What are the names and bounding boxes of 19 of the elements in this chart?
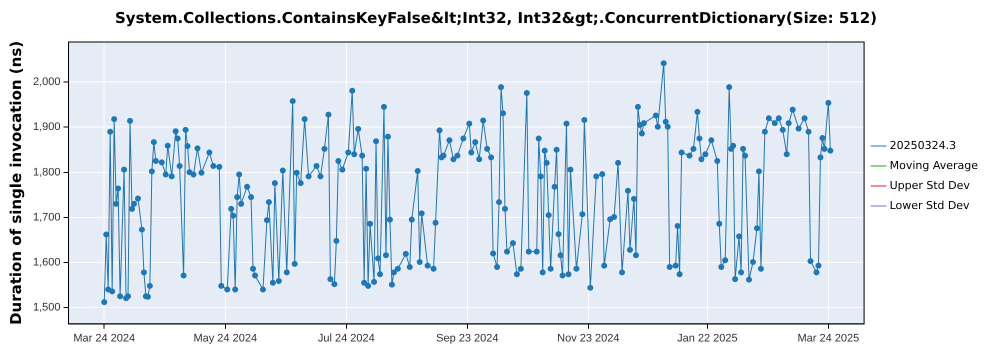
x-tick-label: May 24 2024 <box>193 332 258 344</box>
y-tick-label: 1,700 <box>32 211 61 224</box>
legend-label: Lower Std Dev <box>890 198 970 212</box>
x-tick-label: Mar 24 2025 <box>798 332 860 344</box>
y-axis-title: Duration of single invocation (ns) <box>6 40 25 325</box>
legend-label: Upper Std Dev <box>890 178 970 192</box>
x-tick-label: Mar 24 2024 <box>73 332 136 344</box>
y-tick-label: 1,500 <box>32 302 61 314</box>
legend-label: 20250324.3 <box>890 138 956 152</box>
y-tick-label: 1,900 <box>32 121 61 134</box>
x-tick-label: Nov 23 2024 <box>557 332 620 344</box>
y-tick-label: 2,000 <box>32 76 61 88</box>
legend-label: Moving Average <box>890 158 978 172</box>
x-tick-label: Sep 23 2024 <box>436 332 498 344</box>
y-tick-label: 1,800 <box>32 166 61 178</box>
x-tick-label: Jul 24 2024 <box>318 332 375 344</box>
chart-title: System.Collections.ContainsKeyFalse&lt;Int32, Int32&gt;.ConcurrentDictionary(Size: 512) <box>115 8 877 27</box>
y-tick-label: 1,600 <box>32 256 61 269</box>
x-tick-label: Jan 22 2025 <box>677 332 738 344</box>
